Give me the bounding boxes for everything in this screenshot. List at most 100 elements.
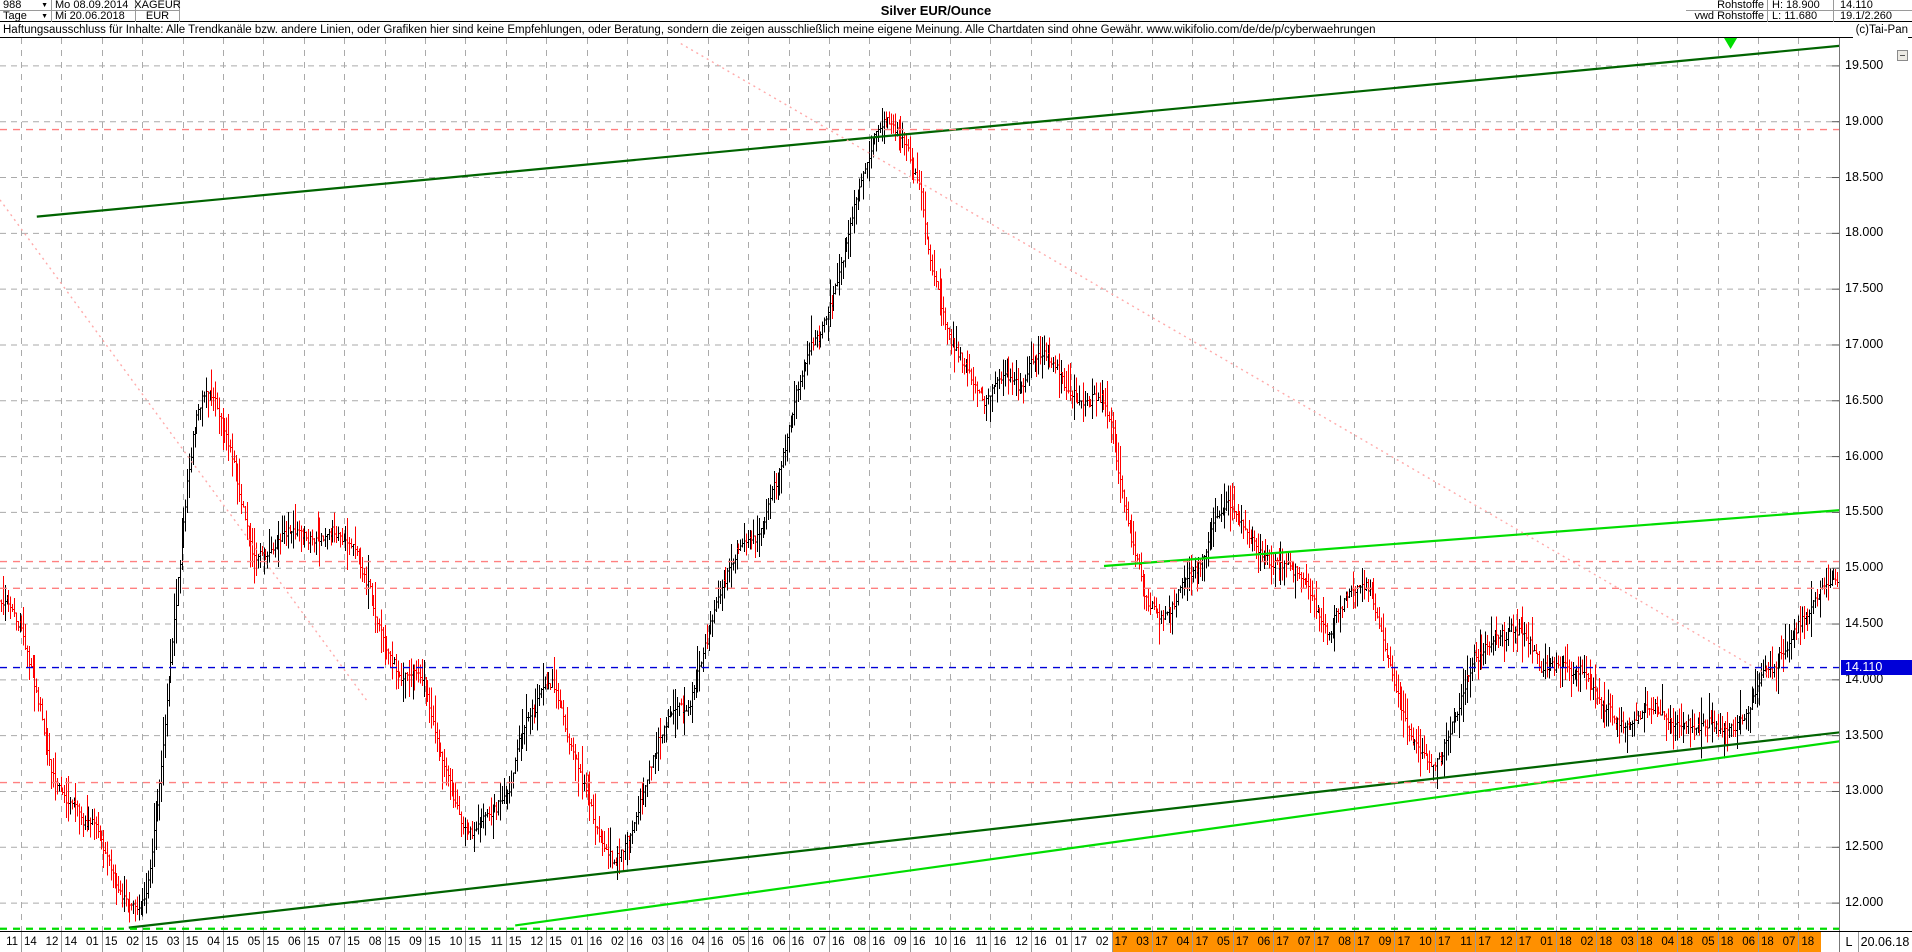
date-axis-tick: 11 [1435,932,1475,952]
date-axis-tick-year-cell: 15 [385,932,425,952]
price-chart-plot-area[interactable] [0,38,1840,931]
date-axis-separator [546,932,547,952]
date-axis-tick-year-cell: 16 [910,932,950,952]
date-axis-separator [627,932,628,952]
date-axis-tick-year: 15 [347,936,360,948]
interval-value: Tage [3,10,27,22]
date-axis-separator [1758,932,1759,952]
date-axis-tick-month: 01 [570,936,584,948]
date-axis-tick-year: 15 [468,936,482,948]
date-axis-tick: 10 [1394,932,1434,952]
date-axis-tick-month: 08 [853,936,867,948]
date-axis-separator [990,932,991,952]
date-axis-tick-year-cell: 18 [1596,932,1636,952]
date-axis-tick-year-cell: 15 [425,932,465,952]
vendor-label: vwd Rohstoffe [1694,10,1764,22]
date-axis-tick-year-cell: 17 [1273,932,1313,952]
price-axis[interactable]: 19.500 19.000 18.500 18.000 17.500 17.000 16.5… [1841,38,1912,931]
date-axis-tick-year-cell: 17 [1192,932,1232,952]
bar-count-dropdown[interactable]: 988 ▼ [0,0,51,11]
date-axis[interactable]: 11 14 12 14 01 15 02 15 03 15 04 15 05 15 06 15 07 15 08 15… [0,931,1912,952]
price-axis-tick: 13.500 [1845,727,1884,742]
date-axis-tick: 06 [1233,932,1273,952]
date-axis-tick: 09 [869,932,909,952]
date-axis-tick-year-cell: 18 [1798,932,1838,952]
date-axis-tick-month: 01 [85,936,99,948]
date-axis-tick-year-cell: 17 [1435,932,1475,952]
date-axis-tick-year-cell: 16 [829,932,869,952]
date-axis-tick: 09 [385,932,425,952]
date-axis-tick: 09 [1354,932,1394,952]
date-axis-strip[interactable]: 11 14 12 14 01 15 02 15 03 15 04 15 05 15 06 15 07 15 08 15… [0,932,1840,952]
date-axis-tick-month: 03 [1136,936,1150,948]
date-axis-tick-year: 16 [670,936,684,948]
date-axis-tick-month: 10 [449,936,463,948]
date-axis-tick-year: 16 [993,936,1007,948]
date-axis-tick: 02 [102,932,142,952]
date-axis-tick: 01 [1516,932,1556,952]
bars-and-interval-selectors: 988 ▼ Tage ▼ [0,0,52,22]
date-range-display[interactable]: Mo 08.09.2014 Mi 20.06.2018 [52,0,136,22]
date-axis-tick-year: 15 [266,936,280,948]
date-axis-tick: 04 [1637,932,1677,952]
date-axis-tick-year: 15 [225,936,239,948]
date-axis-separator [1556,932,1557,952]
date-axis-tick-year: 18 [1559,936,1572,948]
date-axis-tick: 03 [142,932,182,952]
date-axis-tick-month: 12 [1499,936,1513,948]
date-axis-separator [1354,932,1355,952]
date-axis-tick-year-cell: 16 [627,932,667,952]
last-price-value: 14.110 [1834,0,1912,11]
date-axis-tick-year-cell: 17 [1112,932,1152,952]
date-axis-separator [1435,932,1436,952]
date-axis-tick: 06 [1718,932,1758,952]
date-axis-tick-year: 17 [1114,936,1128,948]
price-axis-tick: 15.000 [1845,560,1884,575]
date-axis-tick-year-cell: 15 [304,932,344,952]
date-axis-tick: 11 [950,932,990,952]
price-axis-tick: 17.000 [1845,336,1884,351]
date-axis-separator [1677,932,1678,952]
date-axis-tick: 01 [546,932,586,952]
date-axis-tick: 07 [1758,932,1798,952]
interval-dropdown[interactable]: Tage ▼ [0,11,51,22]
date-axis-tick-month: 10 [934,936,948,948]
date-axis-tick-year: 17 [1276,936,1290,948]
date-axis-tick-year: 17 [1074,936,1088,948]
date-axis-tick: 12 [990,932,1030,952]
date-axis-tick-year: 15 [104,936,118,948]
price-axis-tick: 13.000 [1845,783,1884,798]
date-axis-separator [1192,932,1193,952]
symbol-and-currency[interactable]: XAGEUR EUR [134,0,181,22]
date-axis-tick-year: 17 [1195,936,1209,948]
date-axis-tick: 11 [465,932,505,952]
date-axis-tick-year: 17 [1397,936,1411,948]
date-axis-tick-year: 18 [1680,936,1693,948]
date-axis-tick-year-cell: 17 [1071,932,1111,952]
date-axis-tick: 10 [910,932,950,952]
date-axis-separator [1152,932,1153,952]
price-axis-tick: 16.000 [1845,448,1884,463]
date-axis-tick-year: 16 [831,936,845,948]
date-axis-tick-year: 15 [306,936,320,948]
date-axis-separator [1112,932,1113,952]
date-axis-tick-year-cell: 17 [1394,932,1434,952]
date-axis-tick-month: 10 [1419,936,1432,948]
last-price-badge: 14.110 [1841,659,1912,675]
date-to: Mi 20.06.2018 [55,10,125,22]
date-axis-tick-year: 16 [912,936,926,948]
high-low-stats: H: 18.900 L: 11.680 [1768,0,1834,22]
date-axis-tick-year: 17 [1518,936,1532,948]
last-price-stats: 14.110 19.1/2.260 [1834,0,1912,22]
date-axis-tick-month: 07 [1782,936,1796,948]
date-axis-tick-year: 16 [872,936,886,948]
date-axis-tick-month: 05 [1217,936,1230,948]
symbol-code: XAGEUR [134,0,181,11]
chart-canvas [0,38,1839,931]
date-axis-separator [1273,932,1274,952]
date-axis-tick-month: 11 [490,936,503,948]
category-label: Rohstoffe [1686,0,1767,11]
date-axis-tick-year: 18 [1639,936,1653,948]
date-axis-tick-month: 06 [287,936,301,948]
collapse-axis-button[interactable] [1897,50,1908,61]
